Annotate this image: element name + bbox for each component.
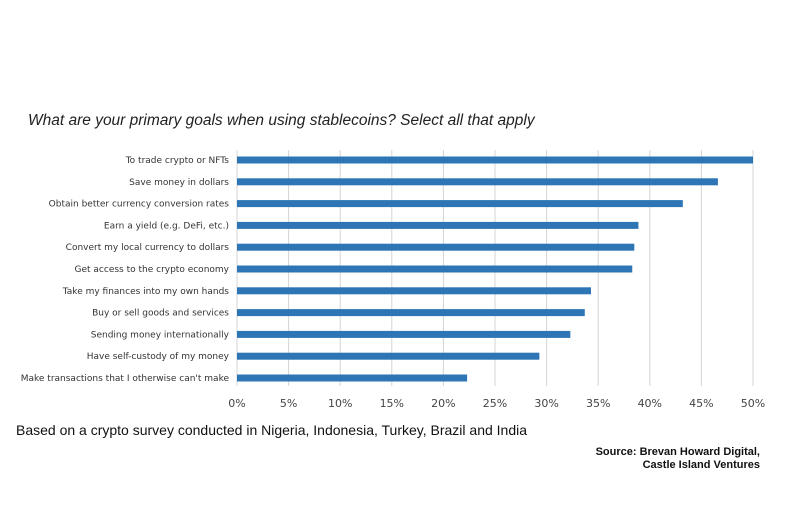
x-tick-label: 5% (280, 397, 297, 410)
bar (237, 221, 639, 229)
x-tick-label: 40% (638, 397, 662, 410)
x-tick-label: 20% (431, 397, 455, 410)
category-label: Save money in dollars (129, 178, 229, 188)
source-line-1: Source: Brevan Howard Digital, (595, 446, 760, 458)
x-tick-label: 45% (689, 397, 713, 410)
bar (237, 287, 591, 295)
source-credit: Source: Brevan Howard Digital, Castle Is… (596, 446, 760, 472)
x-tick-label: 0% (228, 397, 245, 410)
category-label: Have self-custody of my money (87, 352, 230, 362)
bar (237, 330, 571, 338)
bar (237, 243, 635, 251)
bars (237, 156, 753, 382)
category-label: Obtain better currency conversion rates (49, 200, 230, 210)
survey-footnote: Based on a crypto survey conducted in Ni… (16, 422, 528, 438)
bar (237, 178, 718, 186)
bar (237, 352, 540, 360)
x-axis-ticks: 0% 5% 10% 15% 20% 25% 30% 35% 40% 45% 50% (228, 397, 765, 410)
category-label: Sending money internationally (91, 330, 230, 340)
chart-title: What are your primary goals when using s… (28, 112, 535, 129)
x-tick-label: 30% (534, 397, 558, 410)
category-label: Make transactions that I otherwise can't… (21, 374, 230, 384)
x-tick-label: 50% (741, 397, 765, 410)
x-tick-label: 10% (328, 397, 352, 410)
category-label: Take my finances into my own hands (62, 287, 230, 297)
x-tick-label: 35% (586, 397, 610, 410)
x-tick-label: 25% (483, 397, 507, 410)
bar (237, 156, 753, 164)
category-label: To trade crypto or NFTs (125, 156, 230, 166)
bar (237, 200, 683, 208)
category-labels: To trade crypto or NFTs Save money in dol… (21, 156, 230, 384)
x-tick-label: 15% (380, 397, 404, 410)
category-label: Convert my local currency to dollars (66, 243, 230, 253)
bar (237, 374, 468, 382)
source-line-2: Castle Island Ventures (642, 459, 760, 471)
category-label: Get access to the crypto economy (75, 265, 230, 275)
bar (237, 265, 633, 273)
bar (237, 309, 585, 317)
category-label: Buy or sell goods and services (92, 309, 229, 319)
category-label: Earn a yield (e.g. DeFi, etc.) (104, 221, 229, 231)
